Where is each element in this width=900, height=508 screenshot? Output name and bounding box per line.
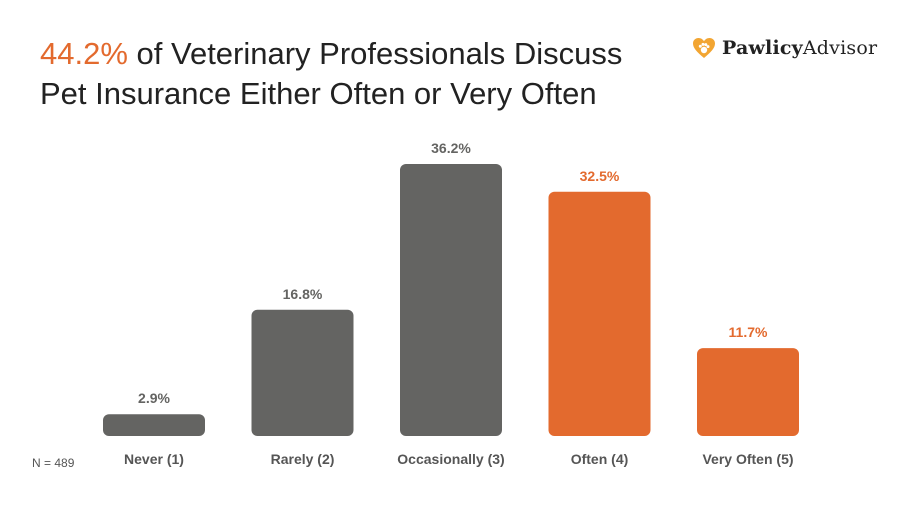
value-label-occasionally-3: 36.2% (431, 140, 471, 156)
bar-never-1 (103, 414, 205, 436)
title-text: of Veterinary Professionals Discuss Pet … (40, 36, 623, 111)
value-label-very-often-5: 11.7% (729, 324, 768, 340)
bar-often-4 (548, 191, 651, 436)
logo-text: PawlicyAdvisor (722, 37, 878, 59)
category-label-very-often-5: Very Often (5) (702, 451, 793, 467)
heart-paw-icon (693, 38, 715, 58)
value-label-never-1: 2.9% (138, 390, 170, 406)
category-label-often-4: Often (4) (571, 451, 629, 467)
category-label-never-1: Never (1) (124, 451, 184, 467)
logo: PawlicyAdvisor (692, 36, 877, 60)
value-label-rarely-2: 16.8% (283, 286, 323, 302)
value-label-often-4: 32.5% (580, 168, 620, 184)
bar-rarely-2 (251, 309, 354, 436)
sample-size-note: N = 489 (32, 456, 75, 470)
bar-very-often-5 (697, 348, 799, 436)
bar-occasionally-3 (400, 164, 502, 436)
category-label-rarely-2: Rarely (2) (271, 451, 335, 467)
category-label-occasionally-3: Occasionally (3) (397, 451, 504, 467)
title-highlight: 44.2% (40, 36, 128, 71)
chart-title: 44.2% of Veterinary Professionals Discus… (40, 34, 640, 114)
